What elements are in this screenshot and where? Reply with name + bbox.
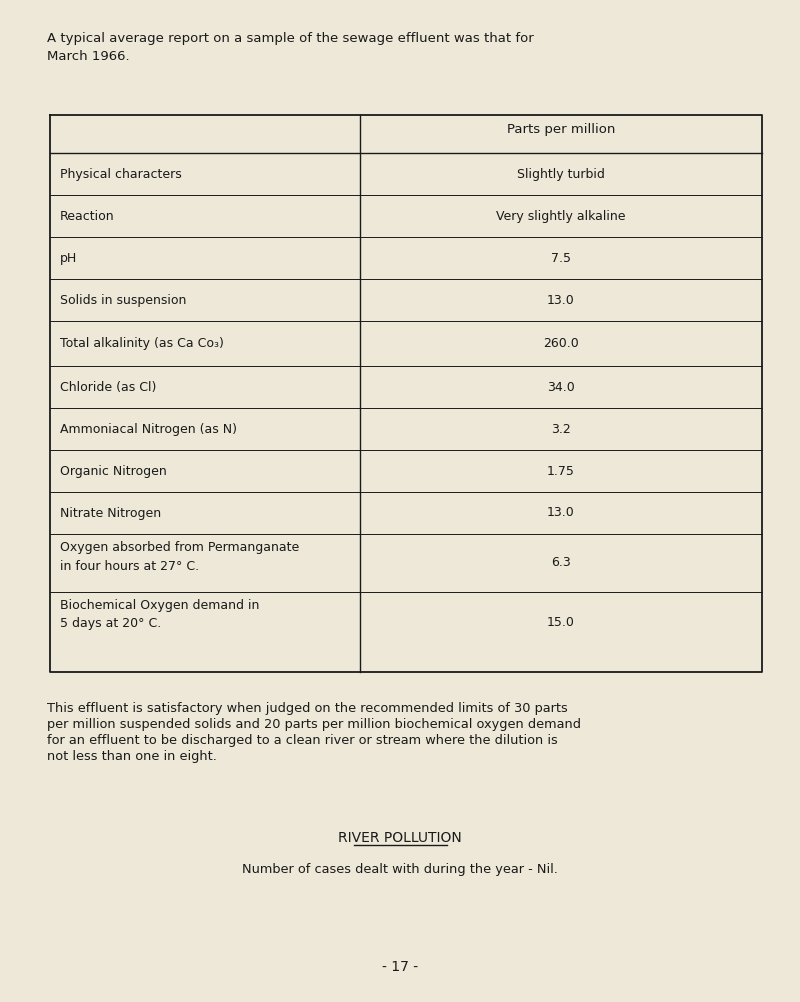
Text: Chloride (as Cl): Chloride (as Cl): [60, 381, 156, 394]
Text: March 1966.: March 1966.: [47, 50, 130, 63]
Text: pH: pH: [60, 252, 78, 265]
Text: Nitrate Nitrogen: Nitrate Nitrogen: [60, 506, 161, 519]
Text: A typical average report on a sample of the sewage effluent was that for: A typical average report on a sample of …: [47, 32, 534, 45]
Text: Very slightly alkaline: Very slightly alkaline: [496, 209, 626, 222]
Text: 260.0: 260.0: [543, 337, 579, 350]
Text: 13.0: 13.0: [547, 294, 575, 307]
Text: 15.0: 15.0: [547, 616, 575, 629]
Text: Biochemical Oxygen demand in
5 days at 20° C.: Biochemical Oxygen demand in 5 days at 2…: [60, 599, 259, 630]
Text: Physical characters: Physical characters: [60, 167, 182, 180]
Text: Oxygen absorbed from Permanganate
in four hours at 27° C.: Oxygen absorbed from Permanganate in fou…: [60, 541, 299, 572]
Text: Number of cases dealt with during the year - Nil.: Number of cases dealt with during the ye…: [242, 863, 558, 876]
Text: Solids in suspension: Solids in suspension: [60, 294, 186, 307]
Text: per million suspended solids and 20 parts per million biochemical oxygen demand: per million suspended solids and 20 part…: [47, 718, 581, 731]
Text: 13.0: 13.0: [547, 506, 575, 519]
Text: Slightly turbid: Slightly turbid: [517, 167, 605, 180]
Text: Reaction: Reaction: [60, 209, 114, 222]
Text: 1.75: 1.75: [547, 465, 575, 478]
Text: Parts per million: Parts per million: [507, 123, 615, 136]
Text: 3.2: 3.2: [551, 423, 571, 436]
Text: - 17 -: - 17 -: [382, 960, 418, 974]
Text: Organic Nitrogen: Organic Nitrogen: [60, 465, 166, 478]
Text: 34.0: 34.0: [547, 381, 575, 394]
Text: for an effluent to be discharged to a clean river or stream where the dilution i: for an effluent to be discharged to a cl…: [47, 734, 558, 747]
Text: 7.5: 7.5: [551, 252, 571, 265]
Text: Total alkalinity (as Ca Co₃): Total alkalinity (as Ca Co₃): [60, 337, 224, 350]
Text: This effluent is satisfactory when judged on the recommended limits of 30 parts: This effluent is satisfactory when judge…: [47, 702, 568, 715]
Text: not less than one in eight.: not less than one in eight.: [47, 750, 217, 763]
Text: 6.3: 6.3: [551, 556, 571, 569]
Text: RIVER POLLUTION: RIVER POLLUTION: [338, 831, 462, 845]
Text: Ammoniacal Nitrogen (as N): Ammoniacal Nitrogen (as N): [60, 423, 237, 436]
